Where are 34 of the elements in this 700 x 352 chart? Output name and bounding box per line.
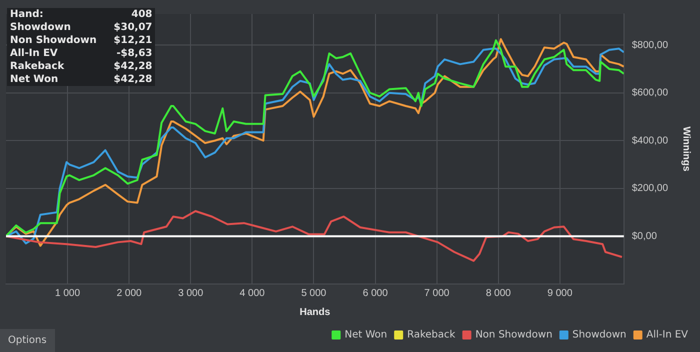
y-tick-label: $0,00 bbox=[632, 230, 658, 242]
x-tick-label: 3 000 bbox=[178, 288, 204, 299]
y-tick-label: $800,00 bbox=[632, 40, 668, 51]
y-axis-title: Winnings bbox=[680, 126, 692, 172]
x-tick-label: 9 000 bbox=[547, 288, 573, 299]
annotation: 408 bbox=[130, 8, 154, 21]
legend-label: All-In EV bbox=[646, 330, 688, 341]
legend-label: Net Won bbox=[344, 330, 388, 341]
annotation: Rakeback bbox=[9, 60, 66, 73]
annotation: Net Won bbox=[9, 73, 60, 86]
legend-label: Non Showdown bbox=[475, 330, 552, 341]
legend-label: Showdown bbox=[572, 330, 626, 341]
x-tick-label: 2 000 bbox=[116, 288, 142, 299]
text: Options bbox=[0, 329, 55, 352]
annotation: $30,07 bbox=[112, 21, 154, 34]
annotation: $12,21 bbox=[112, 34, 154, 47]
annotation: Showdown bbox=[9, 21, 72, 34]
y-tick-label: $200,00 bbox=[632, 183, 668, 194]
annotation: Hand: bbox=[9, 8, 44, 21]
x-tick-label: 7 000 bbox=[424, 288, 450, 299]
x-tick-label: 5 000 bbox=[301, 288, 327, 299]
x-tick-label: 6 000 bbox=[362, 288, 388, 299]
annotation: $42,28 bbox=[112, 73, 154, 86]
x-axis-title: Hands bbox=[300, 306, 331, 318]
annotation: $42,28 bbox=[112, 60, 154, 73]
y-tick-label: $600,00 bbox=[632, 88, 668, 99]
x-tick-label: 8 000 bbox=[486, 288, 512, 299]
annotation: -$8,63 bbox=[115, 47, 154, 60]
annotation: All-In EV bbox=[9, 47, 59, 60]
x-tick-label: 4 000 bbox=[240, 288, 266, 299]
x-tick-label: 1 000 bbox=[55, 288, 80, 299]
annotation: Non Showdown bbox=[9, 34, 98, 47]
legend-label: Rakeback bbox=[407, 330, 456, 341]
y-tick-label: $400,00 bbox=[632, 135, 668, 146]
